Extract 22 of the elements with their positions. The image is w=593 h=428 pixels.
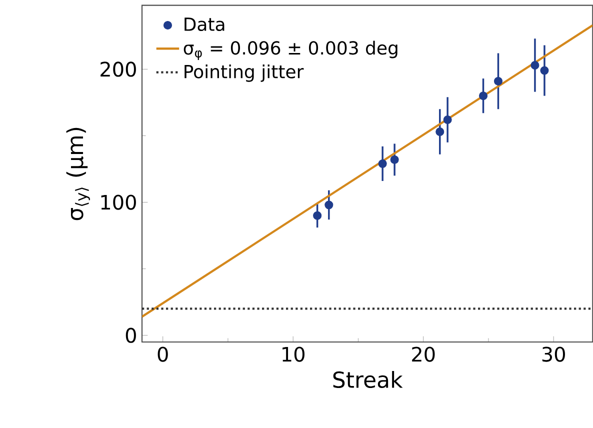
x-axis-title: Streak [333, 370, 403, 388]
point [443, 115, 452, 124]
y-tick-label: 0 [126, 328, 136, 343]
point [530, 60, 540, 70]
point [390, 155, 399, 164]
point [494, 76, 503, 86]
y-tick-label: 100 [101, 194, 136, 210]
y-axis-title: σ$_{⟨y⟩}$ (µm) [66, 128, 90, 220]
point [313, 211, 322, 220]
point [478, 92, 488, 100]
point [324, 200, 334, 210]
x-tick-label: 0 [158, 346, 168, 362]
legend-label: Pointing jitter [184, 64, 304, 82]
x-tick-label: 10 [282, 346, 304, 362]
x-tick-label: 30 [542, 346, 565, 362]
point [378, 159, 387, 168]
y-tick-label: 200 [100, 62, 136, 77]
legend-label: Data [184, 18, 224, 32]
point [540, 66, 549, 75]
point [436, 127, 444, 136]
x-tick-label: 20 [412, 346, 435, 362]
legend-label: σ$_{φ}$ = 0.096 ± 0.003 deg [184, 40, 398, 60]
